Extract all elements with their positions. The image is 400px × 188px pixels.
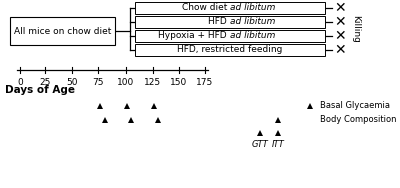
Text: ad libitum: ad libitum <box>230 17 275 27</box>
Text: Chow diet: Chow diet <box>182 4 230 12</box>
Text: 75: 75 <box>92 78 104 87</box>
FancyBboxPatch shape <box>135 16 325 28</box>
Text: Hypoxia + HFD: Hypoxia + HFD <box>158 32 230 40</box>
Text: ✕: ✕ <box>334 1 346 15</box>
Text: ✕: ✕ <box>334 15 346 29</box>
Text: 25: 25 <box>39 78 51 87</box>
Text: 150: 150 <box>170 78 188 87</box>
Text: GTT: GTT <box>252 140 268 149</box>
Text: Days of Age: Days of Age <box>5 85 75 95</box>
Text: ad libitum: ad libitum <box>230 4 275 12</box>
Text: ad libitum: ad libitum <box>230 32 275 40</box>
Text: Body Composition: Body Composition <box>320 115 396 124</box>
Text: 175: 175 <box>196 78 214 87</box>
Text: 50: 50 <box>66 78 78 87</box>
Text: Basal Glycaemia: Basal Glycaemia <box>320 101 390 109</box>
Text: 0: 0 <box>17 78 23 87</box>
Text: ✕: ✕ <box>334 29 346 43</box>
FancyBboxPatch shape <box>135 30 325 42</box>
FancyBboxPatch shape <box>135 2 325 14</box>
Text: HFD, restricted feeding: HFD, restricted feeding <box>177 45 283 55</box>
FancyBboxPatch shape <box>135 44 325 56</box>
Text: HFD: HFD <box>208 17 230 27</box>
Text: All mice on chow diet: All mice on chow diet <box>14 27 111 36</box>
Text: ✕: ✕ <box>334 43 346 57</box>
Text: Killing: Killing <box>352 15 360 43</box>
Text: ITT: ITT <box>272 140 284 149</box>
FancyBboxPatch shape <box>10 17 115 45</box>
Text: 100: 100 <box>117 78 135 87</box>
Text: 125: 125 <box>144 78 162 87</box>
